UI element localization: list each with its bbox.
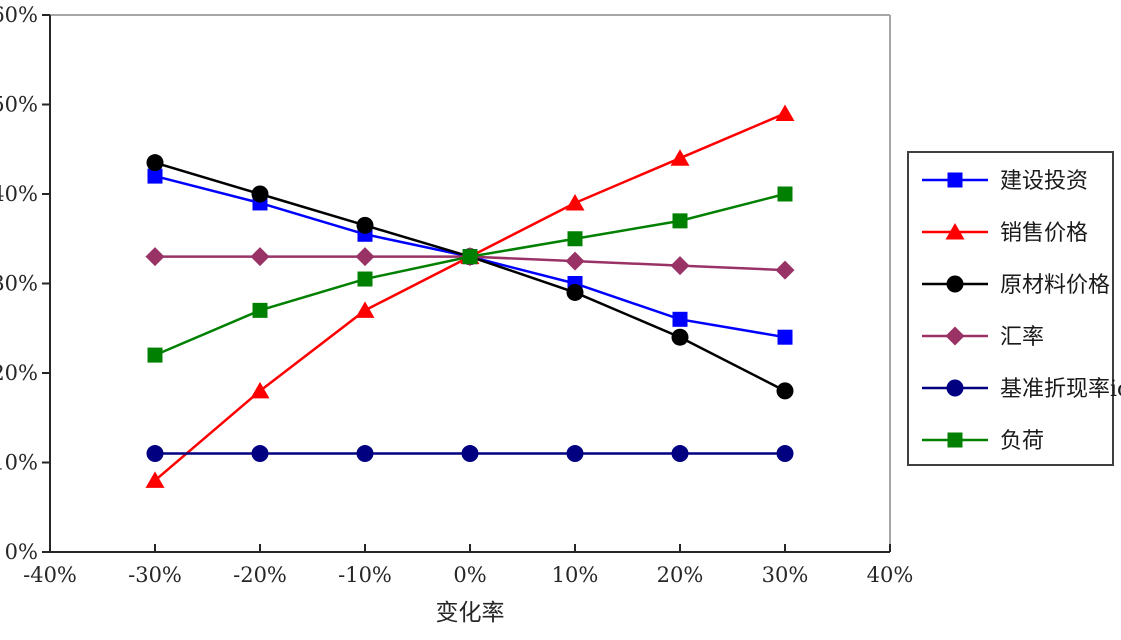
- series-marker-diamond: [355, 247, 375, 267]
- legend-label: 原材料价格: [1000, 273, 1110, 298]
- series-marker-diamond: [775, 260, 795, 280]
- series-marker-triangle: [355, 301, 375, 318]
- x-axis-title: 变化率: [436, 600, 505, 626]
- series-marker-circle: [946, 275, 964, 293]
- series-marker-square: [567, 231, 583, 247]
- series-marker-circle: [671, 328, 689, 346]
- y-tick-label: 60%: [0, 3, 38, 27]
- y-tick-label: 50%: [0, 93, 38, 117]
- series-marker-triangle: [775, 104, 795, 121]
- series-marker-circle: [146, 154, 164, 172]
- legend-entry-5: 负荷: [922, 429, 1044, 454]
- x-tick-label: 40%: [867, 563, 914, 587]
- legend-label: 销售价格: [1000, 221, 1088, 246]
- y-tick-label: 10%: [0, 451, 38, 475]
- series-marker-square: [947, 432, 963, 448]
- series-marker-circle: [146, 445, 164, 463]
- x-tick-label: -10%: [338, 563, 392, 587]
- x-tick-label: 30%: [762, 563, 809, 587]
- series-marker-square: [462, 249, 478, 265]
- series-marker-circle: [251, 185, 269, 203]
- series-marker-square: [777, 186, 793, 202]
- series-marker-triangle: [250, 381, 270, 399]
- x-tick-label: -20%: [233, 563, 287, 587]
- legend-entry-3: 汇率: [922, 325, 1044, 350]
- x-tick-label: 20%: [657, 563, 704, 587]
- series-marker-square: [252, 302, 268, 318]
- y-tick-label: 20%: [0, 361, 38, 385]
- series-marker-diamond: [250, 247, 270, 267]
- series-5: [147, 186, 793, 363]
- plot-area: [50, 15, 890, 552]
- series-marker-triangle: [945, 223, 965, 240]
- legend-entry-1: 销售价格: [922, 221, 1088, 246]
- series-marker-circle: [461, 445, 479, 463]
- series-marker-square: [947, 172, 963, 188]
- series-marker-circle: [776, 382, 794, 400]
- series-marker-circle: [251, 445, 269, 463]
- series-marker-diamond: [945, 326, 965, 346]
- y-tick-label: 0%: [5, 540, 38, 564]
- legend-entry-4: 基准折现率ic: [922, 377, 1121, 402]
- series-marker-square: [147, 347, 163, 363]
- series-marker-diamond: [565, 251, 585, 271]
- legend-entry-0: 建设投资: [922, 169, 1088, 194]
- legend-label: 负荷: [1000, 429, 1044, 454]
- series-marker-square: [672, 311, 688, 327]
- legend-label: 建设投资: [1000, 169, 1088, 194]
- y-tick-label: 40%: [0, 182, 38, 206]
- series-marker-circle: [566, 283, 584, 301]
- legend-box: [907, 151, 1114, 466]
- series-marker-circle: [566, 445, 584, 463]
- series-marker-diamond: [145, 247, 165, 267]
- legend-label: 基准折现率ic: [1000, 377, 1121, 402]
- x-tick-label: 10%: [552, 563, 599, 587]
- x-tick-label: -30%: [128, 563, 182, 587]
- series-marker-diamond: [670, 256, 690, 276]
- series-marker-square: [777, 329, 793, 345]
- series-marker-circle: [356, 216, 374, 234]
- series-marker-circle: [356, 445, 374, 463]
- series-marker-square: [147, 168, 163, 184]
- series-marker-triangle: [670, 149, 690, 166]
- x-tick-label: 0%: [453, 563, 486, 587]
- series-marker-circle: [776, 445, 794, 463]
- series-marker-triangle: [565, 193, 585, 211]
- series-marker-circle: [671, 445, 689, 463]
- series-4: [146, 445, 794, 463]
- y-tick-label: 30%: [0, 272, 38, 296]
- series-marker-square: [672, 213, 688, 229]
- legend-entry-2: 原材料价格: [922, 273, 1110, 298]
- series-marker-triangle: [145, 471, 165, 488]
- x-tick-label: -40%: [23, 563, 77, 587]
- series-marker-square: [357, 271, 373, 287]
- legend-label: 汇率: [1000, 325, 1044, 350]
- series-marker-circle: [946, 379, 964, 397]
